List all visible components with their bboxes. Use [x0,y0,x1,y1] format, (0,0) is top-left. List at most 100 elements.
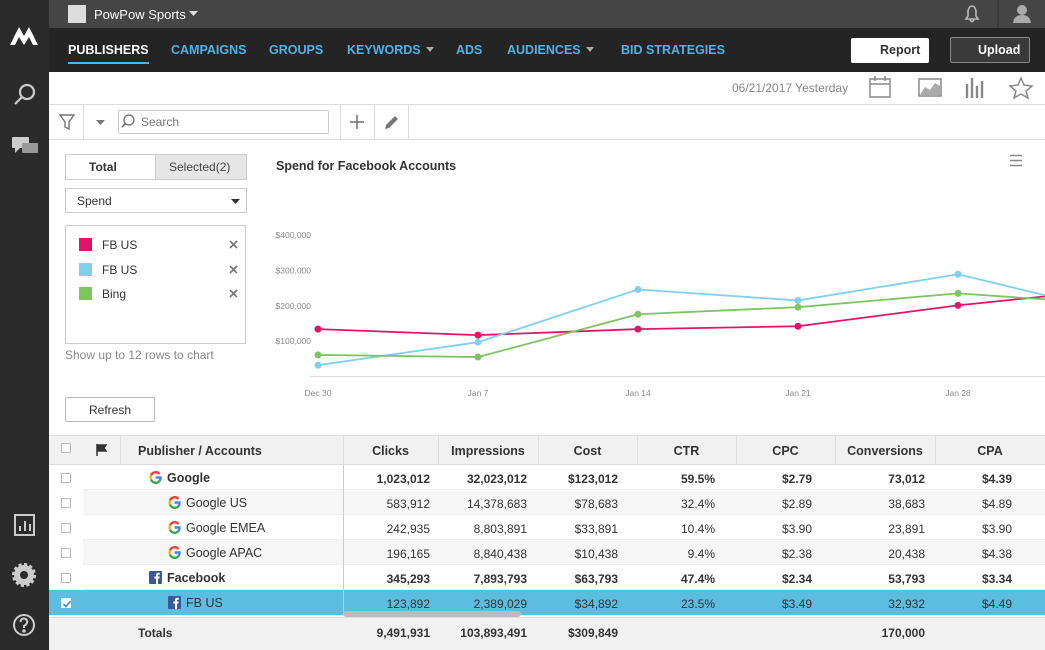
caret [585,47,594,52]
metric-label[interactable]: Spend [77,194,112,208]
y-tick-label: $400,000 [276,230,312,240]
toggle-total-label[interactable]: Total [89,160,117,174]
chart-title: Spend for Facebook Accounts [276,159,456,173]
calendar-icon[interactable] [869,76,891,98]
account-name[interactable]: Facebook [167,571,226,585]
account-name[interactable]: FB US [186,596,223,610]
table-cell: $123,012 [567,472,618,486]
legend-remove[interactable] [229,264,238,274]
table-row[interactable] [49,590,1045,615]
icon-arc [149,478,161,484]
facebook-icon [168,596,181,609]
date-label[interactable]: 06/21/2017 Yesterday [732,81,849,95]
account-name[interactable]: Google [167,471,211,485]
column-header[interactable]: CTR [673,444,700,458]
search-icon[interactable] [14,83,36,105]
search-box[interactable] [118,110,329,134]
upload-button[interactable] [950,37,1030,63]
checkbox[interactable] [61,548,71,558]
scrollbar[interactable] [343,611,521,617]
refresh-button[interactable] [65,397,155,422]
checkbox[interactable] [61,523,71,533]
chart-menu[interactable] [1010,154,1022,167]
add-icon[interactable] [350,115,364,129]
table-row[interactable] [49,540,1045,565]
column-header[interactable]: CPA [977,444,1003,458]
user-icon[interactable] [1013,5,1031,23]
report-label[interactable]: Report [880,43,921,57]
table-cell: 196,165 [386,547,430,561]
metric-select[interactable] [65,188,247,213]
toggle-total[interactable] [65,154,156,180]
nav-tab[interactable]: GROUPS [269,43,324,57]
legend-remove[interactable] [229,289,238,298]
legend-label: Bing [102,287,127,301]
star-icon[interactable] [1008,76,1034,100]
account-caret [189,11,198,16]
nav-tab[interactable]: BID STRATEGIES [621,43,725,57]
report-button[interactable] [851,38,929,63]
table-cell: 123,892 [386,597,430,611]
column-header[interactable]: Clicks [372,444,409,458]
table-cell: $78,683 [574,497,618,511]
checkbox[interactable] [61,473,71,483]
filter-icon[interactable] [58,114,76,131]
account-name[interactable]: Google APAC [186,546,263,560]
totals-cell: 170,000 [881,626,925,640]
tick [62,600,72,608]
checkbox[interactable] [61,573,71,583]
nav-tab[interactable]: AUDIENCES [507,43,581,57]
table-row[interactable] [49,490,1045,515]
series-line [317,292,1045,358]
column-header[interactable]: CPC [772,444,799,458]
checkbox[interactable] [61,498,71,508]
data-point [954,301,962,309]
toggle-selected-label[interactable]: Selected(2) [169,160,231,174]
data-point [314,325,322,333]
upload-label[interactable]: Upload [978,43,1021,57]
settings-icon[interactable] [12,563,36,587]
help-icon[interactable] [13,614,35,636]
caret [425,47,434,52]
column-header[interactable]: Publisher / Accounts [138,444,262,458]
nav-tab[interactable]: PUBLISHERS [68,43,149,64]
col-divider [343,540,344,565]
toggle-selected[interactable] [155,154,247,180]
account-name[interactable]: Google EMEA [186,521,266,535]
table-cell: $4.38 [981,547,1012,561]
col-divider [343,515,344,540]
bar-chart-icon[interactable] [965,78,984,98]
reports-icon[interactable] [14,514,35,536]
chart: Spend for Facebook Accounts $100,000 $200… [276,154,1045,398]
account-name[interactable]: PowPow Sports [94,7,186,22]
nav-tab[interactable]: ADS [456,43,483,57]
area-chart-icon[interactable] [918,78,942,97]
table-cell: $34,892 [574,597,618,611]
table-cell: $3.90 [781,522,812,536]
messages-icon[interactable] [12,137,38,153]
column-header[interactable]: Conversions [847,444,923,458]
bell-icon[interactable] [964,5,980,23]
column-header[interactable]: Impressions [451,444,525,458]
table-cell: $4.39 [981,472,1012,486]
column-header[interactable]: Cost [573,444,602,458]
checkbox[interactable] [61,443,71,453]
icon-arc [155,476,162,482]
table-row[interactable] [49,565,1045,590]
table-row[interactable] [49,515,1045,540]
nav-tab[interactable]: CAMPAIGNS [171,43,247,57]
legend-remove[interactable] [229,240,238,249]
edit-icon[interactable] [385,116,398,129]
table-cell: 7,893,793 [473,572,527,586]
col-divider [637,435,638,465]
filter-caret[interactable] [96,120,105,125]
account-name[interactable]: Google US [186,496,248,510]
table-row[interactable] [49,465,1045,490]
col-divider [343,435,344,465]
y-tick-label: $300,000 [276,265,312,275]
refresh-label[interactable]: Refresh [89,403,132,417]
col-divider [343,590,344,615]
flag [96,444,108,456]
nav-tab[interactable]: KEYWORDS [347,43,421,57]
